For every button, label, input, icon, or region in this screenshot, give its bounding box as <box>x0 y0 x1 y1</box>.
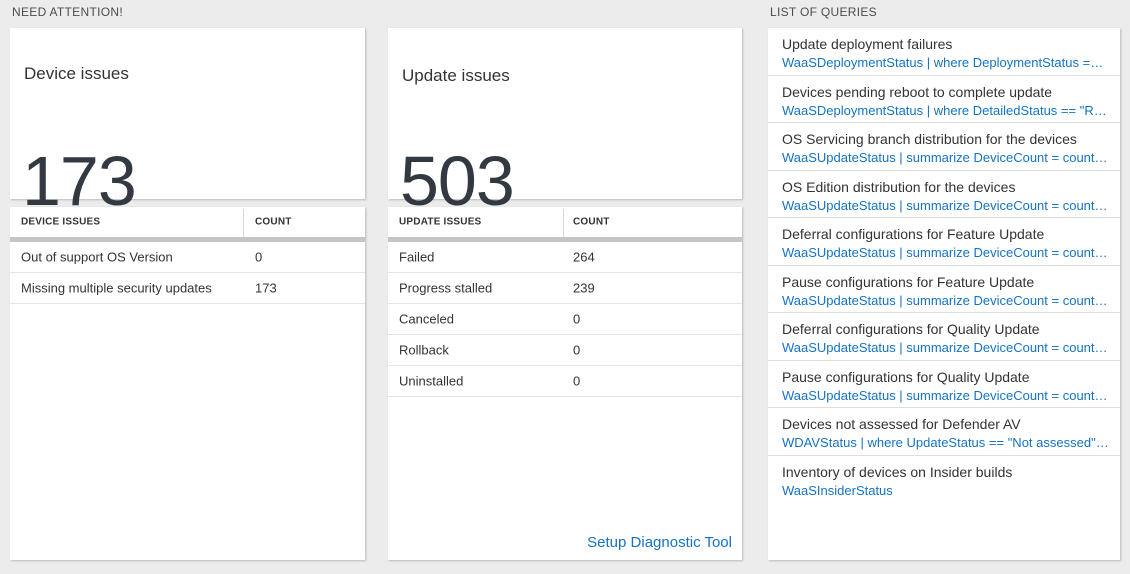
table-row[interactable]: Out of support OS Version 0 <box>10 242 365 273</box>
setup-diagnostic-tool-link[interactable]: Setup Diagnostic Tool <box>587 534 732 551</box>
table-header-bar <box>10 237 365 242</box>
update-issue-label: Progress stalled <box>399 280 493 296</box>
update-issue-count: 0 <box>573 342 581 358</box>
query-link[interactable]: WaaSUpdateStatus | summarize DeviceCount… <box>782 197 1110 213</box>
update-issue-label: Canceled <box>399 311 454 327</box>
table-row[interactable]: Progress stalled 239 <box>388 273 742 304</box>
query-link[interactable]: WaaSDeploymentStatus | where DeploymentS… <box>782 55 1110 70</box>
query-link[interactable]: WaaSInsiderStatus <box>782 482 893 498</box>
update-issue-count: 0 <box>573 311 581 327</box>
query-title: Pause configurations for Quality Update <box>782 368 1030 385</box>
query-link[interactable]: WaaSUpdateStatus | summarize DeviceCount… <box>782 292 1110 308</box>
query-item[interactable]: Devices pending reboot to complete updat… <box>768 76 1120 123</box>
query-item[interactable]: Inventory of devices on Insider builds W… <box>768 456 1120 504</box>
query-link[interactable]: WaaSUpdateStatus | summarize DeviceCount… <box>782 150 1110 165</box>
update-issue-label: Uninstalled <box>399 373 464 389</box>
query-title: OS Servicing branch distribution for the… <box>782 131 1077 147</box>
query-item[interactable]: Pause configurations for Feature Update … <box>768 266 1120 313</box>
update-issue-count: 264 <box>573 249 595 265</box>
update-issues-count: 503 <box>400 142 515 220</box>
query-title: OS Edition distribution for the devices <box>782 178 1016 195</box>
query-title: Inventory of devices on Insider builds <box>782 463 1013 480</box>
device-issue-count: 173 <box>255 280 277 296</box>
column-divider <box>563 209 564 237</box>
column-divider <box>243 209 244 237</box>
table-row[interactable]: Canceled 0 <box>388 304 742 335</box>
device-count-column-header: COUNT <box>255 216 292 228</box>
query-title: Devices pending reboot to complete updat… <box>782 83 1053 100</box>
query-item[interactable]: Deferral configurations for Feature Upda… <box>768 218 1120 266</box>
device-issue-count: 0 <box>255 249 263 265</box>
table-row[interactable]: Failed 264 <box>388 242 742 273</box>
need-attention-section-title: NEED ATTENTION! <box>12 5 123 19</box>
update-issue-count: 0 <box>573 373 581 389</box>
update-issue-label: Failed <box>399 249 435 265</box>
table-row[interactable]: Rollback 0 <box>388 335 742 366</box>
update-issues-column-header: UPDATE ISSUES <box>399 216 482 228</box>
device-issue-label: Out of support OS Version <box>21 249 173 265</box>
update-issues-tile-title: Update issues <box>402 66 510 85</box>
device-issues-table: DEVICE ISSUES COUNT Out of support OS Ve… <box>10 207 365 560</box>
query-link[interactable]: WaaSUpdateStatus | summarize DeviceCount… <box>782 387 1110 403</box>
update-issues-table-header: UPDATE ISSUES COUNT <box>388 207 742 237</box>
device-issues-column-header: DEVICE ISSUES <box>21 216 101 228</box>
query-item[interactable]: OS Edition distribution for the devices … <box>768 171 1120 218</box>
table-row[interactable]: Missing multiple security updates 173 <box>10 273 365 304</box>
query-title: Pause configurations for Feature Update <box>782 273 1035 290</box>
query-title: Deferral configurations for Quality Upda… <box>782 321 1040 337</box>
query-link[interactable]: WDAVStatus | where UpdateStatus == "Not … <box>782 435 1110 450</box>
query-item[interactable]: OS Servicing branch distribution for the… <box>768 123 1120 171</box>
update-issues-tile[interactable]: Update issues 503 <box>388 28 742 216</box>
query-link[interactable]: WaaSUpdateStatus | summarize DeviceCount… <box>782 340 1110 355</box>
query-item[interactable]: Deferral configurations for Quality Upda… <box>768 313 1120 361</box>
query-link[interactable]: WaaSDeploymentStatus | where DetailedSta… <box>782 102 1110 118</box>
query-item[interactable]: Pause configurations for Quality Update … <box>768 361 1120 408</box>
list-of-queries-section-title: LIST OF QUERIES <box>770 5 877 19</box>
query-item[interactable]: Update deployment failures WaaSDeploymen… <box>768 28 1120 76</box>
query-link[interactable]: WaaSUpdateStatus | summarize DeviceCount… <box>782 245 1110 260</box>
update-issue-label: Rollback <box>399 342 449 358</box>
device-issues-tile-title: Device issues <box>24 64 129 83</box>
update-count-column-header: COUNT <box>573 216 610 228</box>
device-issues-tile[interactable]: Device issues 173 <box>10 28 365 216</box>
query-title: Devices not assessed for Defender AV <box>782 416 1021 432</box>
query-item[interactable]: Devices not assessed for Defender AV WDA… <box>768 408 1120 456</box>
table-header-bar <box>388 237 742 242</box>
update-issue-count: 239 <box>573 280 595 296</box>
device-issues-table-header: DEVICE ISSUES COUNT <box>10 207 365 237</box>
update-issues-table: UPDATE ISSUES COUNT Failed 264 Progress … <box>388 207 742 560</box>
device-issues-count: 173 <box>22 142 137 220</box>
query-title: Update deployment failures <box>782 36 953 52</box>
query-title: Deferral configurations for Feature Upda… <box>782 226 1045 242</box>
device-issue-label: Missing multiple security updates <box>21 280 212 296</box>
table-row[interactable]: Uninstalled 0 <box>388 366 742 397</box>
list-of-queries-tile: Update deployment failures WaaSDeploymen… <box>768 28 1120 560</box>
